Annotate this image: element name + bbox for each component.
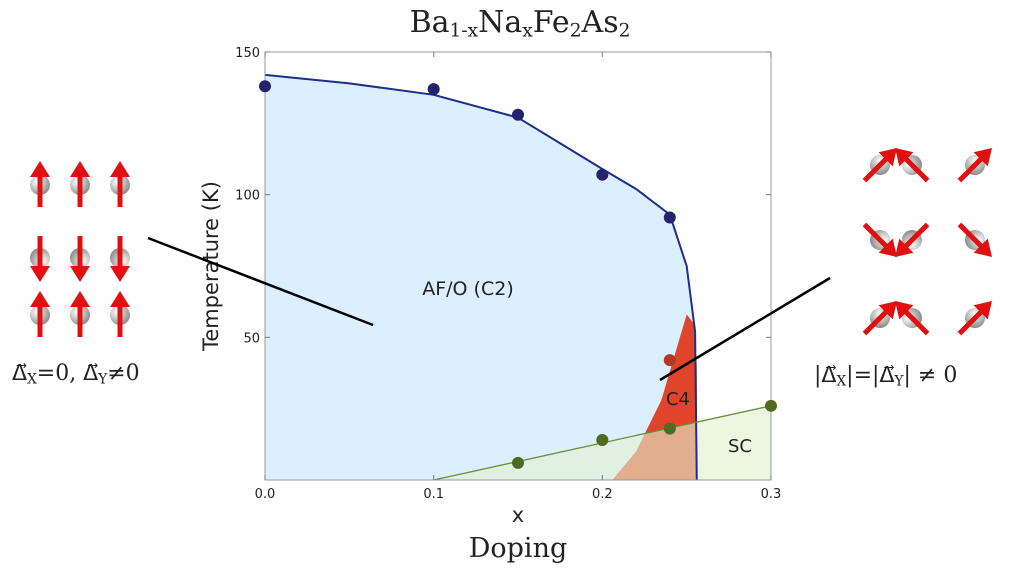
data-point bbox=[663, 354, 676, 367]
subscript: 2 bbox=[570, 21, 582, 42]
region-fill bbox=[265, 74, 697, 481]
spin bbox=[30, 291, 50, 337]
spin bbox=[30, 161, 50, 207]
spin bbox=[857, 217, 904, 264]
subscript: 2 bbox=[619, 21, 631, 42]
text-part: Ba bbox=[410, 5, 450, 40]
data-point bbox=[512, 108, 524, 121]
data-point bbox=[663, 422, 676, 435]
region-label: C4 bbox=[666, 389, 690, 410]
spin bbox=[70, 161, 90, 207]
data-point bbox=[663, 211, 676, 224]
spin bbox=[110, 291, 130, 337]
data-point bbox=[427, 83, 440, 96]
spin bbox=[888, 294, 935, 341]
text-part: Fe bbox=[533, 5, 570, 40]
data-point bbox=[596, 168, 609, 181]
x-tick-label: 0.2 bbox=[592, 487, 613, 502]
text-part: =0, Δ⃗ bbox=[37, 361, 98, 386]
text-part: As bbox=[581, 5, 619, 40]
data-point bbox=[596, 434, 609, 447]
x-tick-label: 0.0 bbox=[255, 487, 276, 502]
text-part: Na bbox=[478, 5, 522, 40]
subscript: Y bbox=[893, 373, 904, 389]
spin bbox=[857, 294, 904, 341]
spin bbox=[952, 141, 999, 188]
text-part: | ≠ 0 bbox=[903, 363, 957, 388]
spin bbox=[110, 236, 130, 282]
spin bbox=[857, 141, 904, 188]
region-label: SC bbox=[728, 436, 752, 457]
spin bbox=[888, 217, 935, 264]
subscript: Y bbox=[97, 371, 108, 387]
subscript: X bbox=[27, 371, 37, 387]
x-axis-label-2: Doping bbox=[469, 533, 568, 564]
spin bbox=[952, 217, 999, 264]
x-tick-label: 0.3 bbox=[761, 487, 782, 502]
text-part: |=|Δ⃗ bbox=[846, 363, 894, 388]
rich-text: |Δ⃗X|=|Δ⃗Y| ≠ 0 bbox=[814, 363, 957, 389]
y-tick-label: 150 bbox=[235, 46, 260, 61]
phase-boundary bbox=[264, 73, 698, 481]
data-point bbox=[765, 399, 777, 412]
pointer-line bbox=[659, 276, 831, 382]
y-tick-label: 100 bbox=[235, 189, 260, 204]
spin bbox=[110, 161, 130, 207]
text-part: Δ⃗ bbox=[12, 361, 27, 386]
subscript: x bbox=[522, 21, 533, 42]
subscript: 1-x bbox=[450, 21, 479, 42]
data-point bbox=[512, 456, 524, 469]
subscript: X bbox=[836, 373, 846, 389]
spin bbox=[952, 294, 999, 341]
pointer-line bbox=[147, 236, 374, 327]
x-tick-label: 0.1 bbox=[423, 487, 444, 502]
spin bbox=[888, 141, 935, 188]
y-tick-label: 50 bbox=[243, 331, 260, 346]
region-label: AF/O (C2) bbox=[422, 278, 514, 300]
data-point bbox=[259, 80, 271, 93]
text-part: ≠0 bbox=[107, 361, 139, 386]
spin bbox=[30, 236, 50, 282]
rich-text: Ba1-xNaxFe2As2 bbox=[410, 5, 631, 42]
spin bbox=[70, 236, 90, 282]
spin bbox=[70, 291, 90, 337]
rich-text: Δ⃗X=0, Δ⃗Y≠0 bbox=[12, 361, 140, 387]
text-part: |Δ⃗ bbox=[814, 363, 836, 388]
plot-frame bbox=[264, 51, 772, 481]
x-axis-label: x bbox=[512, 503, 524, 527]
